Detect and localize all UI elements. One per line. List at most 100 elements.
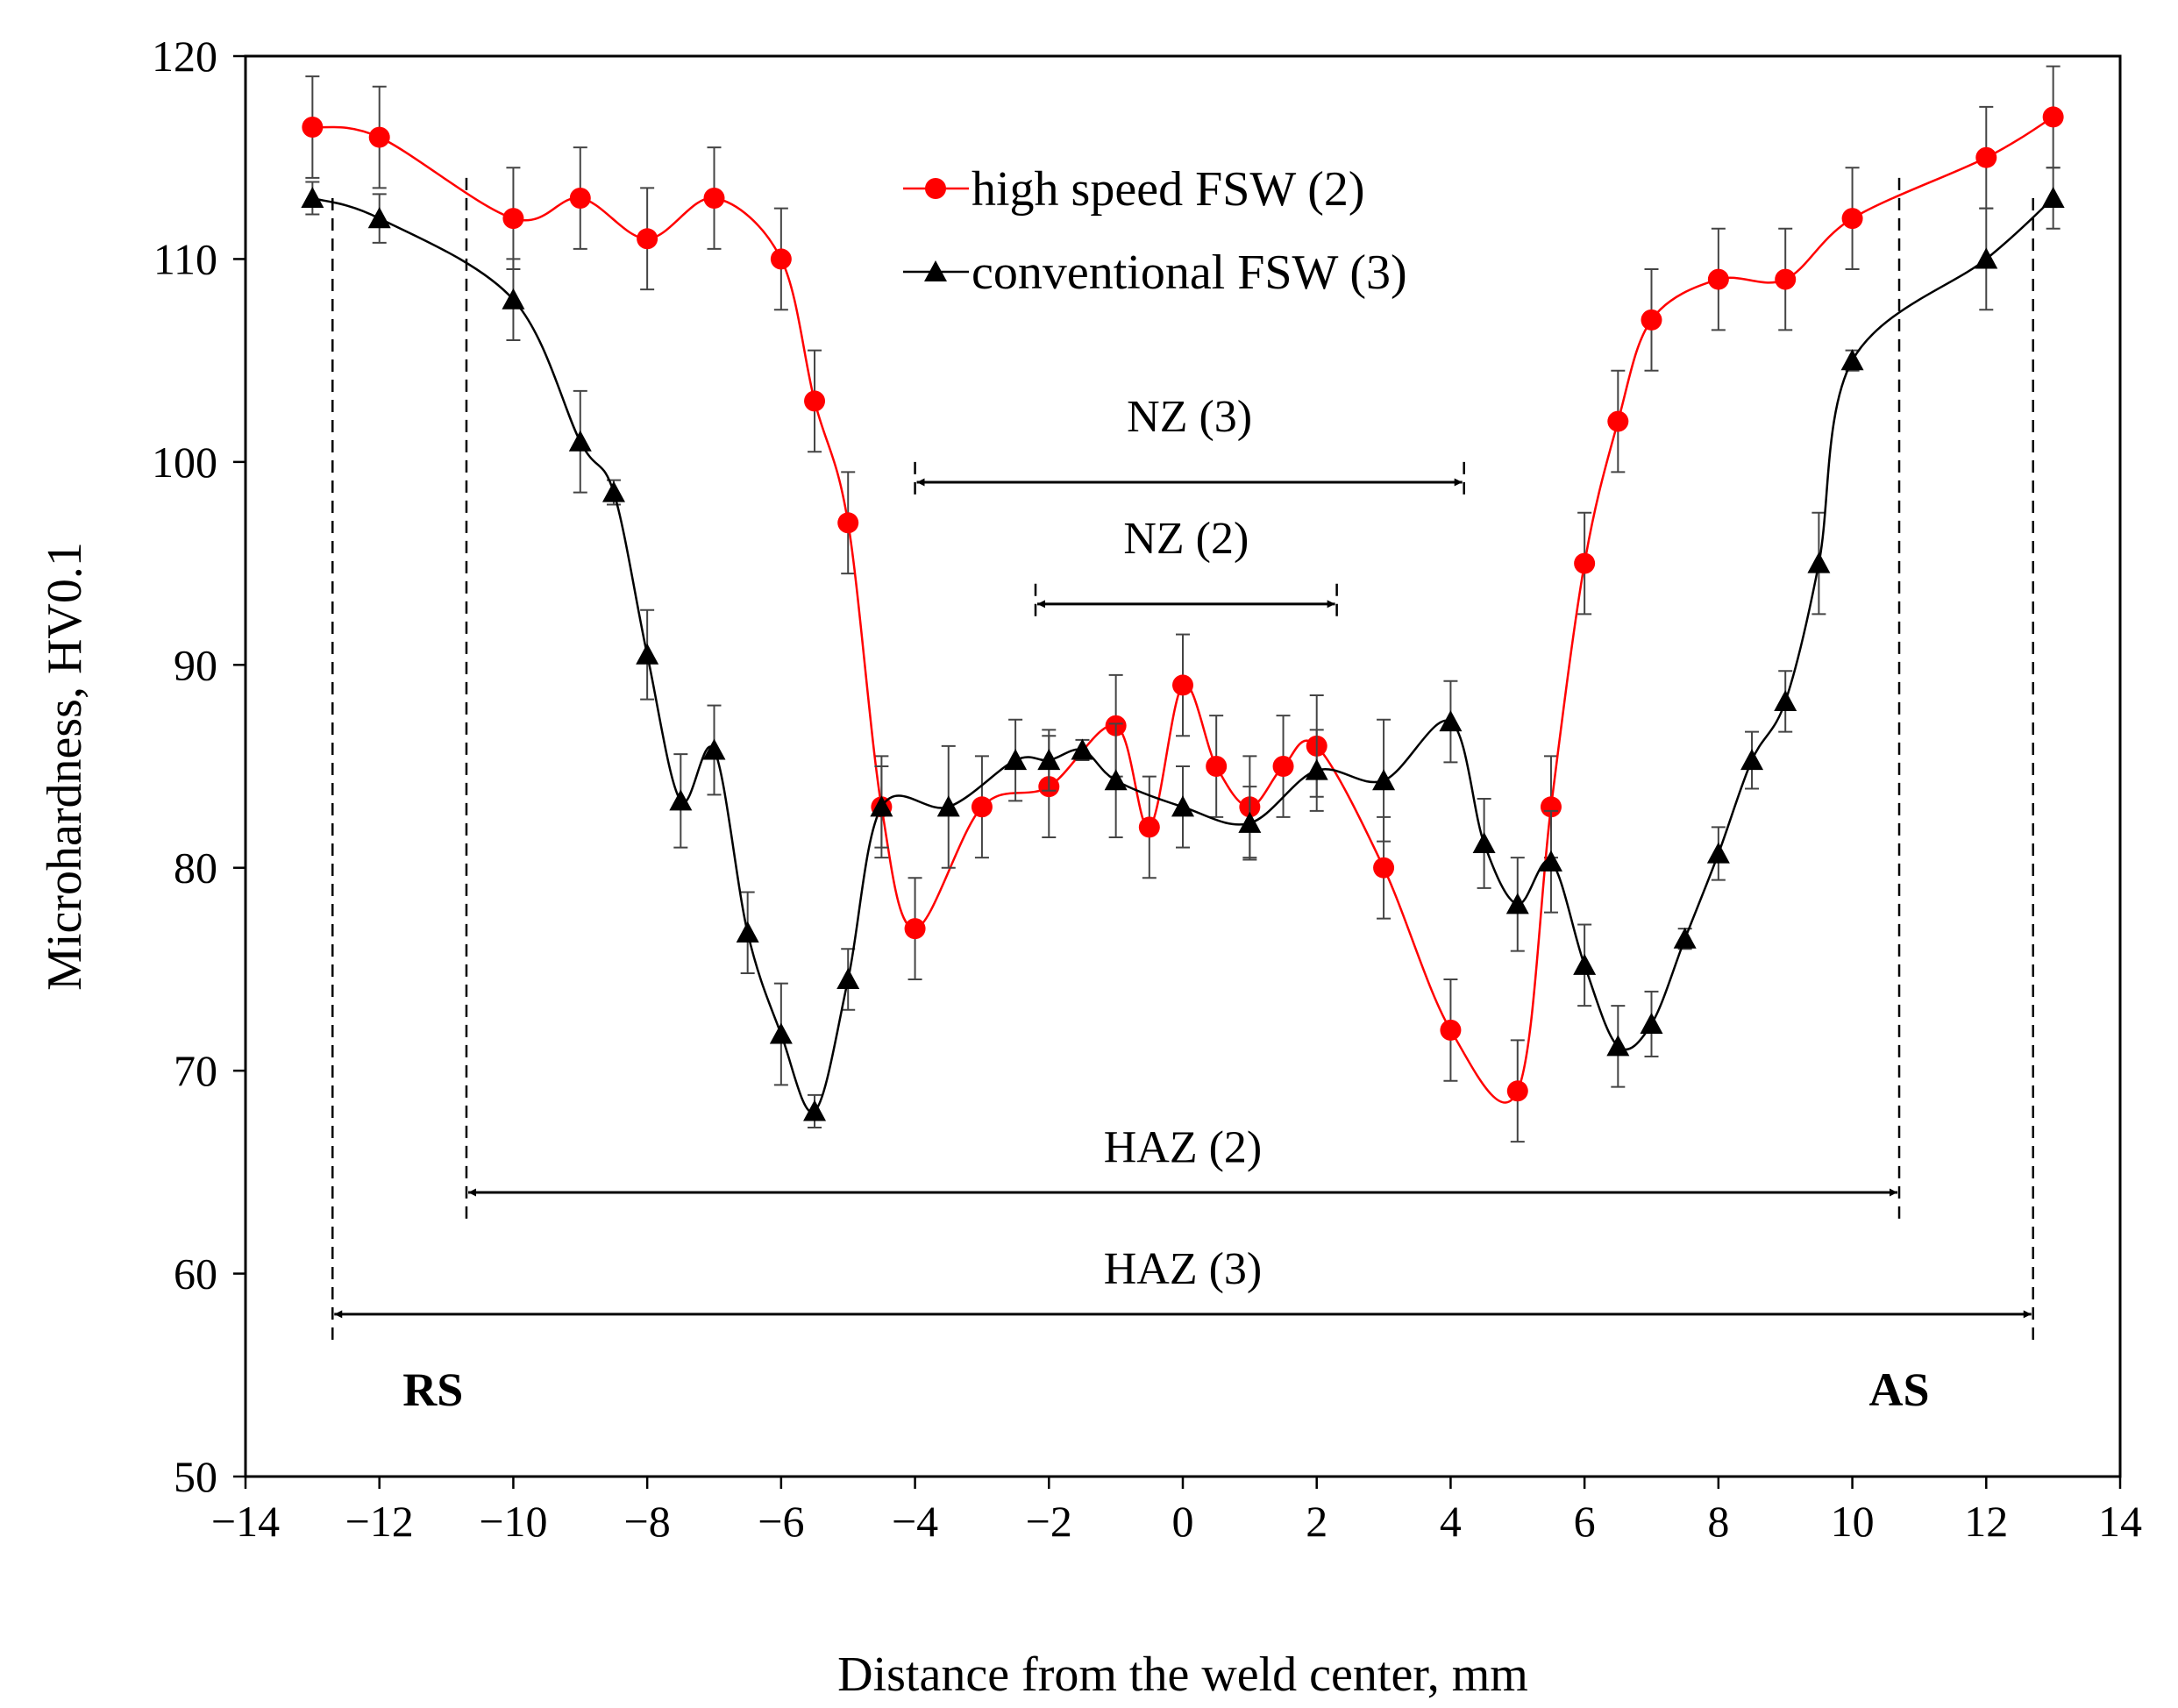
data-point xyxy=(1706,842,1730,864)
series-high-speed xyxy=(302,65,2064,1143)
data-point xyxy=(1004,749,1028,771)
data-point xyxy=(1540,796,1562,818)
data-point xyxy=(1439,710,1463,732)
data-point xyxy=(568,430,592,452)
data-point xyxy=(1606,1035,1630,1057)
data-series xyxy=(301,65,2065,1143)
data-point xyxy=(703,188,725,209)
data-point xyxy=(702,738,726,760)
side-label-as: AS xyxy=(1869,1363,1930,1416)
y-tick-label: 120 xyxy=(152,32,217,81)
data-point xyxy=(1740,749,1764,771)
data-point xyxy=(1673,927,1697,949)
data-point xyxy=(367,207,391,229)
data-point xyxy=(1841,208,1863,230)
legend: high speed FSW (2) conventional FSW (3) xyxy=(903,162,1407,300)
data-point xyxy=(1506,1080,1528,1102)
data-point xyxy=(1138,816,1160,838)
data-point xyxy=(804,390,826,412)
data-point xyxy=(971,796,993,818)
x-tick-label: −2 xyxy=(1026,1497,1072,1546)
data-point xyxy=(1372,769,1396,791)
legend-item-conventional: conventional FSW (3) xyxy=(903,246,1407,300)
data-point xyxy=(1272,756,1294,777)
zone-label: NZ (2) xyxy=(1123,514,1249,564)
data-point xyxy=(1505,893,1529,914)
data-point xyxy=(1539,850,1562,872)
y-tick-label: 50 xyxy=(174,1452,217,1501)
data-point xyxy=(1373,857,1395,879)
data-point xyxy=(569,188,591,209)
data-point xyxy=(803,1100,827,1121)
data-point xyxy=(836,968,860,990)
data-point xyxy=(1807,552,1831,573)
x-tick-label: 2 xyxy=(1306,1497,1327,1546)
x-tick-label: 4 xyxy=(1440,1497,1462,1546)
data-point xyxy=(368,126,390,148)
data-point xyxy=(1238,811,1262,833)
side-label-rs: RS xyxy=(402,1363,463,1416)
data-point xyxy=(1640,1012,1663,1034)
x-axis-ticks: −14 −12 −10 −8 −6 −4 −2 0 2 4 6 8 10 12 14 xyxy=(211,1477,2142,1546)
x-tick-label: 0 xyxy=(1172,1497,1194,1546)
data-point xyxy=(637,228,658,250)
zone-annotations: NZ (3) NZ (2) HAZ (2) HAZ (3) xyxy=(331,177,2034,1345)
x-tick-label: 8 xyxy=(1707,1497,1729,1546)
data-point xyxy=(1037,749,1061,771)
y-tick-label: 90 xyxy=(174,640,217,689)
y-tick-label: 110 xyxy=(153,234,217,283)
data-point xyxy=(1574,552,1596,574)
data-point xyxy=(736,921,759,943)
x-tick-label: −10 xyxy=(479,1497,547,1546)
data-point xyxy=(1607,410,1629,432)
series-line-conventional xyxy=(311,196,2054,1114)
x-tick-label: −4 xyxy=(892,1497,938,1546)
data-point xyxy=(936,795,960,817)
data-point xyxy=(1104,769,1128,791)
zone-label: HAZ (2) xyxy=(1104,1122,1263,1172)
data-point xyxy=(904,918,926,940)
data-point xyxy=(502,208,524,230)
data-point xyxy=(1840,349,1864,371)
y-tick-label: 100 xyxy=(152,438,217,487)
data-point xyxy=(1573,953,1597,975)
legend-marker xyxy=(924,260,947,282)
data-point xyxy=(1171,795,1194,817)
data-point xyxy=(1472,831,1496,853)
data-point xyxy=(601,480,625,502)
data-point xyxy=(1440,1019,1462,1041)
data-point xyxy=(301,187,324,209)
data-point xyxy=(1774,689,1797,711)
zone-label: NZ (3) xyxy=(1127,392,1252,442)
y-tick-label: 80 xyxy=(174,843,217,893)
data-point xyxy=(1172,674,1193,696)
data-point xyxy=(502,288,525,310)
data-point xyxy=(1975,247,1998,269)
series-line-high-speed xyxy=(312,116,2054,1104)
y-axis-ticks: 50 60 70 80 90 100 110 120 xyxy=(152,32,246,1501)
x-tick-label: −14 xyxy=(211,1497,280,1546)
x-tick-label: 10 xyxy=(1831,1497,1875,1546)
y-tick-label: 70 xyxy=(174,1046,217,1095)
data-point xyxy=(1707,268,1729,290)
data-point xyxy=(2041,187,2065,209)
data-point xyxy=(1071,738,1094,760)
data-point xyxy=(1775,268,1797,290)
data-point xyxy=(302,117,324,138)
x-tick-label: 12 xyxy=(1964,1497,2008,1546)
x-tick-label: −8 xyxy=(624,1497,671,1546)
legend-label: high speed FSW (2) xyxy=(972,162,1365,217)
data-point xyxy=(770,248,792,270)
data-point xyxy=(669,789,693,811)
x-tick-label: 14 xyxy=(2098,1497,2142,1546)
x-tick-label: −12 xyxy=(345,1497,414,1546)
legend-marker xyxy=(925,178,946,199)
data-point xyxy=(769,1022,793,1044)
data-point xyxy=(870,795,893,817)
data-point xyxy=(2042,106,2064,128)
data-point xyxy=(636,643,659,665)
series-conventional xyxy=(301,167,2065,1128)
side-labels: RS AS xyxy=(402,1363,1929,1416)
data-point xyxy=(1206,756,1228,777)
